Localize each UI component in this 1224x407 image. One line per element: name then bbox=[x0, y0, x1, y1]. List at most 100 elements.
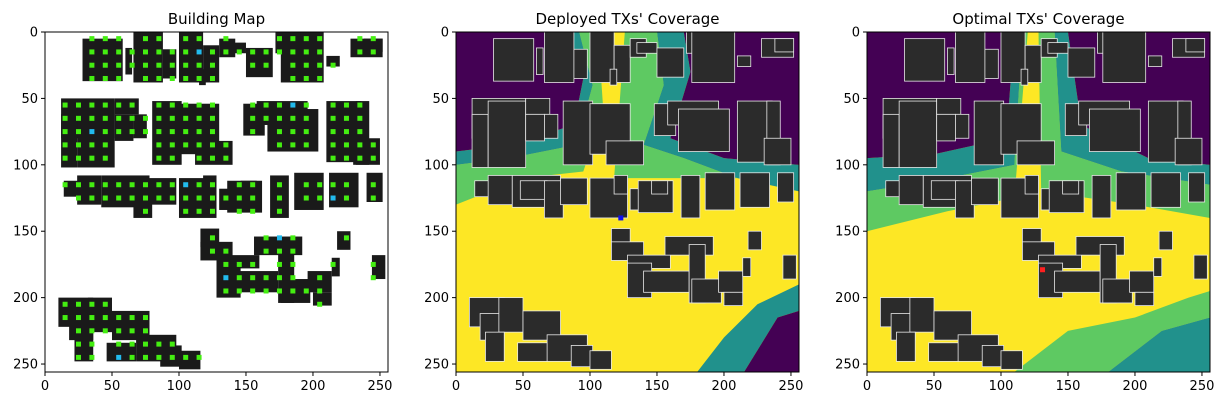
grid-point bbox=[89, 142, 95, 148]
grid-point bbox=[89, 315, 95, 321]
y-tick-label: 250 bbox=[424, 358, 449, 373]
grid-point bbox=[343, 182, 349, 188]
grid-point bbox=[183, 182, 189, 188]
building bbox=[656, 47, 685, 78]
building bbox=[525, 98, 551, 115]
axes-frame bbox=[866, 31, 1211, 373]
building bbox=[560, 177, 588, 206]
grid-point bbox=[223, 36, 229, 42]
x-tick-label: 200 bbox=[301, 379, 326, 394]
x-tick-label: 250 bbox=[1190, 379, 1215, 394]
grid-point bbox=[62, 142, 68, 148]
building bbox=[573, 48, 588, 79]
grid-point bbox=[317, 49, 323, 55]
grid-point bbox=[290, 248, 296, 254]
grid-point bbox=[129, 102, 135, 108]
coverage-zone bbox=[456, 32, 593, 165]
grid-point bbox=[169, 195, 175, 201]
building bbox=[882, 113, 900, 168]
grid-point bbox=[303, 129, 309, 135]
building bbox=[307, 271, 332, 293]
building bbox=[691, 32, 736, 83]
grid-point bbox=[303, 142, 309, 148]
grid-point bbox=[250, 49, 256, 55]
coverage-zone bbox=[614, 32, 738, 179]
grid-point bbox=[156, 49, 162, 55]
grid-point bbox=[209, 102, 215, 108]
grid-point bbox=[317, 62, 323, 68]
grid-point bbox=[169, 62, 175, 68]
building bbox=[691, 278, 722, 304]
grid-point bbox=[116, 315, 122, 321]
grid-point bbox=[89, 102, 95, 108]
grid-point bbox=[129, 315, 135, 321]
grid-point bbox=[75, 142, 81, 148]
grid-point bbox=[250, 129, 256, 135]
grid-point bbox=[156, 155, 162, 161]
grid-point bbox=[223, 275, 229, 281]
grid-point bbox=[169, 341, 175, 347]
grid-point bbox=[330, 195, 336, 201]
grid-point bbox=[343, 235, 349, 241]
x-tick-label: 150 bbox=[1056, 379, 1081, 394]
building bbox=[544, 113, 559, 139]
grid-point bbox=[276, 248, 282, 254]
grid-points-layer bbox=[62, 36, 376, 360]
grid-point bbox=[209, 182, 215, 188]
building bbox=[609, 68, 618, 86]
grid-point bbox=[156, 62, 162, 68]
grid-point bbox=[169, 102, 175, 108]
grid-point bbox=[330, 115, 336, 121]
grid-point bbox=[183, 208, 189, 214]
grid-point bbox=[156, 129, 162, 135]
x-tick-label: 200 bbox=[712, 379, 737, 394]
grid-point bbox=[370, 36, 376, 42]
x-tick-label: 200 bbox=[1123, 379, 1148, 394]
grid-point bbox=[169, 182, 175, 188]
building bbox=[605, 140, 644, 166]
grid-point bbox=[75, 115, 81, 121]
building bbox=[651, 180, 669, 195]
grid-point bbox=[330, 142, 336, 148]
grid-point bbox=[102, 315, 108, 321]
y-tick-label: 200 bbox=[424, 291, 449, 306]
building bbox=[723, 291, 744, 306]
grid-point bbox=[75, 328, 81, 334]
building bbox=[909, 297, 935, 333]
y-tick-label: 50 bbox=[432, 92, 449, 107]
building bbox=[589, 350, 612, 370]
grid-point bbox=[102, 182, 108, 188]
grid-point bbox=[317, 36, 323, 42]
building bbox=[763, 137, 792, 166]
y-tick-label: 100 bbox=[424, 158, 449, 173]
grid-point bbox=[196, 49, 202, 55]
grid-point bbox=[276, 182, 282, 188]
x-tick-label: 250 bbox=[368, 379, 393, 394]
grid-point bbox=[129, 49, 135, 55]
grid-point bbox=[276, 288, 282, 294]
building bbox=[178, 350, 201, 370]
grid-point bbox=[290, 288, 296, 294]
grid-point bbox=[129, 328, 135, 334]
grid-point bbox=[317, 301, 323, 307]
grid-point bbox=[102, 142, 108, 148]
building bbox=[195, 140, 233, 165]
building bbox=[562, 100, 594, 166]
building bbox=[493, 38, 535, 82]
axes-frame bbox=[455, 31, 800, 373]
grid-point bbox=[116, 36, 122, 42]
grid-point bbox=[223, 248, 229, 254]
grid-point bbox=[89, 36, 95, 42]
grid-point bbox=[102, 75, 108, 81]
grid-point bbox=[290, 261, 296, 267]
building bbox=[1089, 108, 1141, 152]
grid-point bbox=[263, 235, 269, 241]
building bbox=[1054, 270, 1101, 293]
grid-point bbox=[142, 36, 148, 42]
grid-point bbox=[236, 49, 242, 55]
grid-point bbox=[142, 341, 148, 347]
building bbox=[133, 180, 153, 218]
grid-point bbox=[142, 115, 148, 121]
grid-point bbox=[75, 129, 81, 135]
